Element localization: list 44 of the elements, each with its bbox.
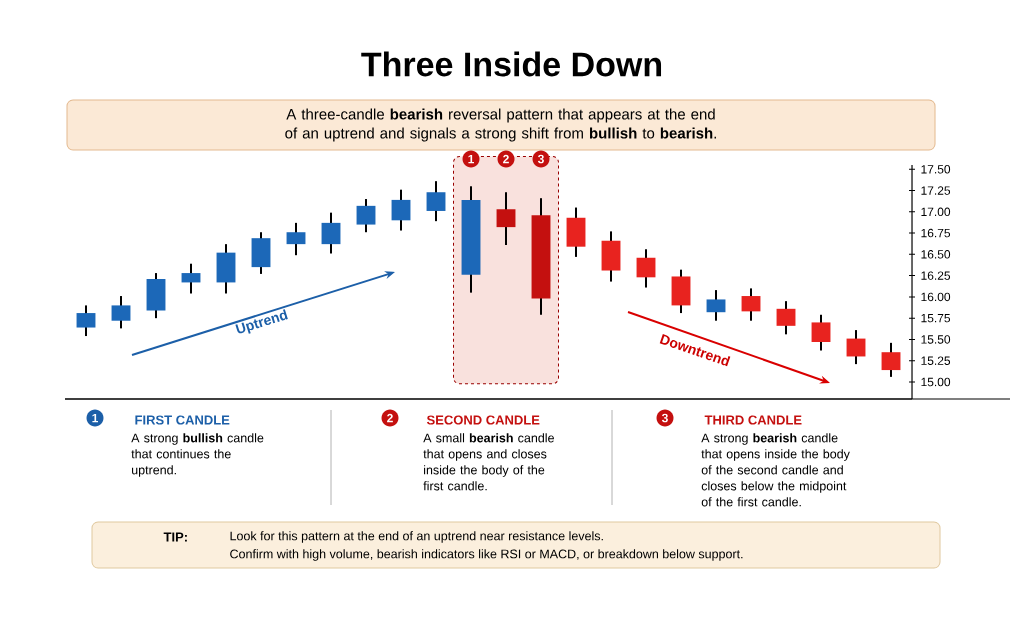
candlestick — [356, 198, 376, 234]
candlestick — [321, 211, 341, 255]
text: 3 — [537, 154, 544, 164]
y-tick-label: 16.00 — [921, 292, 951, 302]
text: A strong bullish candle that continues the uptrend. — [131, 433, 264, 477]
chart-subtitle: A three-candle bearish reversal pattern that appears at the end of an uptrend and signals a strong shift from bullish to bearish. — [285, 108, 716, 142]
candlestick — [286, 221, 306, 257]
candlestick — [111, 295, 131, 330]
candlestick — [776, 300, 796, 336]
candlestick — [881, 341, 901, 378]
candlestick — [636, 248, 656, 289]
y-tick-label: 17.50 — [921, 165, 951, 174]
text: 2 — [387, 413, 393, 423]
candlestick — [741, 287, 761, 322]
candlestick — [496, 191, 516, 246]
candlestick — [391, 188, 411, 232]
text: 1 — [92, 413, 98, 423]
y-tick-label: 15.00 — [921, 377, 951, 387]
y-tick-label: 17.00 — [921, 207, 951, 217]
y-tick-label: 17.25 — [921, 186, 951, 195]
text: FIRST CANDLE — [135, 415, 230, 425]
text: 3 — [661, 413, 668, 423]
y-tick-label: 15.75 — [921, 313, 951, 323]
text: A small bearish candle that opens and closes inside the body of the first candle. — [423, 433, 554, 491]
candlestick — [846, 329, 866, 366]
text: SECOND CANDLE — [426, 415, 540, 425]
y-tick-label: 15.50 — [921, 335, 951, 344]
text: 2 — [503, 154, 509, 164]
candlestick — [811, 313, 831, 352]
text: 1 — [468, 154, 475, 164]
candlestick — [706, 289, 726, 322]
text: TIP: — [163, 532, 187, 542]
text: Confirm with high volume, bearish indicators like RSI or MACD, or breakdown below support. — [230, 549, 743, 561]
y-tick-label: 15.25 — [921, 356, 951, 365]
y-tick-label: 16.25 — [921, 271, 951, 280]
candlestick — [426, 180, 446, 223]
y-tick-label: 16.50 — [921, 250, 951, 259]
chart-title: Three Inside Down — [361, 51, 662, 77]
text: A strong bearish candle that opens inside the body of the second candle and closes below the midpoint of the first candle. — [701, 433, 850, 507]
candlestick — [181, 262, 201, 295]
candlestick — [76, 304, 96, 338]
text: Look for this pattern at the end of an uptrend near resistance levels. — [230, 531, 603, 543]
text: THIRD CANDLE — [704, 415, 802, 425]
y-tick-label: 16.75 — [921, 228, 951, 238]
